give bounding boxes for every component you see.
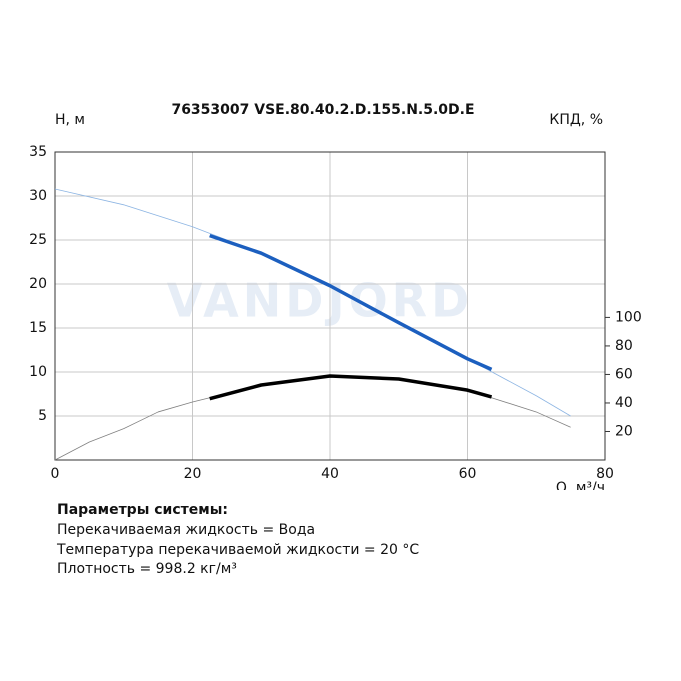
y-axis-label: H, м — [55, 112, 85, 128]
y2-axis-label: КПД, % — [549, 112, 603, 128]
y-tick-label: 35 — [29, 144, 47, 160]
param-line: Температура перекачиваемой жидкости = 20… — [57, 542, 420, 558]
param-line: Плотность = 998.2 кг/м³ — [57, 561, 237, 577]
chart: 76353007 VSE.80.40.2.D.155.N.5.0D.E H, м… — [29, 102, 642, 490]
y2-tick-label: 60 — [615, 366, 633, 382]
y2-tick-label: 80 — [615, 338, 633, 354]
y2-tick-label: 20 — [615, 423, 633, 439]
curve — [54, 375, 571, 461]
chart-title: 76353007 VSE.80.40.2.D.155.N.5.0D.E — [171, 102, 474, 118]
x-axis-label: Q, м³/ч — [556, 480, 605, 490]
param-line: Перекачиваемая жидкость = Вода — [57, 522, 316, 538]
watermark: VANDJORD — [167, 274, 474, 328]
y-tick-label: 5 — [38, 408, 47, 424]
y-tick-label: 10 — [29, 364, 47, 380]
x-tick-label: 80 — [596, 466, 614, 482]
y2-tick-label: 100 — [615, 309, 642, 325]
y-tick-label: 20 — [29, 276, 47, 292]
y-tick-label: 25 — [29, 232, 47, 248]
y-tick-label: 15 — [29, 320, 47, 336]
y2-tick-label: 40 — [615, 395, 633, 411]
x-tick-label: 0 — [51, 466, 60, 482]
x-tick-label: 40 — [321, 466, 339, 482]
plot-frame — [54, 151, 606, 461]
curve — [209, 374, 493, 401]
x-tick-label: 60 — [459, 466, 477, 482]
params-title: Параметры системы: — [57, 502, 228, 518]
curve — [209, 233, 493, 371]
y-tick-label: 30 — [29, 188, 47, 204]
x-tick-label: 20 — [184, 466, 202, 482]
